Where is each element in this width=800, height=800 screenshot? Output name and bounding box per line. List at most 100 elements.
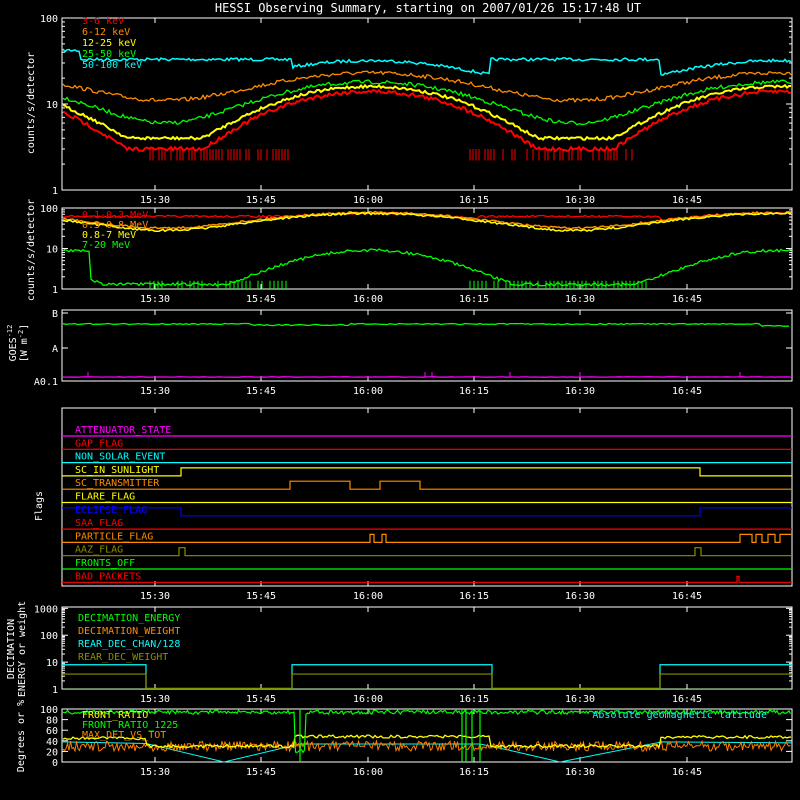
panel-5-legend-1: DECIMATION_WEIGHT: [78, 626, 180, 637]
panel-2-xtick-label: 15:30: [140, 294, 170, 305]
panel-5-xtick-label: 16:15: [459, 694, 489, 705]
series-50-100kev-line: [62, 48, 792, 77]
panel-6-ytick-label: 20: [46, 747, 58, 758]
goes-ylabel-1: GOES: [8, 337, 19, 361]
panel-6-xtick-label: 16:15: [459, 767, 489, 778]
panel-6-ytick-label: 60: [46, 726, 58, 737]
panel-3-xtick-label: 16:00: [353, 386, 383, 397]
rear-dec-weight-line: [62, 673, 792, 690]
panel-4-xtick-label: 16:00: [353, 591, 383, 602]
panel-3-ytick-label: B: [52, 309, 58, 320]
panel-6-ytick-label: 80: [46, 716, 58, 727]
flag-label-2: NON_SOLAR_EVENT: [75, 452, 165, 463]
series-12-25kev-line: [62, 83, 791, 141]
panel-2-xtick-label: 16:45: [672, 294, 702, 305]
panel-6-frame: [61, 708, 793, 763]
panel-2-ytick-label: 1: [52, 285, 58, 296]
panel-3-xtick-label: 15:45: [246, 386, 276, 397]
panel-5-xtick-label: 15:30: [140, 694, 170, 705]
panel-1-ytick-label: 10: [46, 100, 58, 111]
panel-1-legend-2: 12-25 keV: [82, 38, 136, 49]
panel-1-xtick-label: 16:00: [353, 195, 383, 206]
panel-1-frame: [61, 17, 793, 191]
flag-label-9: AAZ_FLAG: [75, 545, 123, 556]
flag-line-11: [62, 575, 792, 583]
panel-5-legend-0: DECIMATION_ENERGY: [78, 613, 180, 624]
panel-1-xtick-label: 16:45: [672, 195, 702, 206]
goes-ylabel-2: [W m: [19, 338, 30, 362]
panel-3-ytick-label: A0.1: [34, 377, 58, 388]
panel-1-ylabel: counts/s/detector: [26, 52, 37, 154]
panel-5-decimation: DECIMATION ENERGY or weight 15:30 15:45 16…: [6, 601, 793, 705]
max-det-vs-tot-line: [62, 739, 791, 753]
panel-5-xtick-label: 16:30: [565, 694, 595, 705]
panel-3-xtick-label: 16:45: [672, 386, 702, 397]
panel-2-legend-2: 0.8-7 MeV: [82, 230, 136, 241]
panel-5-xtick-label: 15:45: [246, 694, 276, 705]
panel-6-xtick-label: 16:30: [565, 767, 595, 778]
panel-2-high-energy: counts/s/detector 15:30 15:45 16:00 16:15 16…: [26, 199, 793, 305]
panel-6-xtick-label: 16:00: [353, 767, 383, 778]
panel-4-xtick-label: 15:45: [246, 591, 276, 602]
panel-5-legend-3: REAR_DEC_WEIGHT: [78, 652, 168, 663]
panel-2-ytick-label: 100: [40, 204, 58, 215]
panel-1-ytick-label: 1: [52, 186, 58, 197]
panel-5-ytick-label: 100: [40, 631, 58, 642]
panel-2-legend-0: 0.1-0.3 MeV: [82, 210, 148, 221]
panel-1-legend-1: 6-12 keV: [82, 27, 130, 38]
panel-1-xtick-label: 15:30: [140, 195, 170, 206]
panel-4-xtick-label: 16:30: [565, 591, 595, 602]
series-0.3-0.8mev-line: [62, 210, 792, 230]
panel-6-xtick-label: 15:45: [246, 767, 276, 778]
panel-6-legend-2: MAX_DET_VS_TOT: [82, 730, 166, 741]
goes-ylabel-sup2: ]: [19, 324, 30, 330]
goes-ylabel-sub: -12: [6, 325, 14, 338]
flag-label-3: SC_IN_SUNLIGHT: [75, 465, 159, 476]
panel-6-legend-0: FRONT_RATIO: [82, 710, 148, 721]
panel-4-flags: Flags 15:30 15:45 16:00 16:15 16:30 16:45 ATTE…: [34, 407, 793, 602]
panel-2-ylabel: counts/s/detector: [26, 199, 37, 301]
flag-label-1: GAP_FLAG: [75, 438, 123, 449]
flag-label-10: FRONTS_OFF: [75, 558, 135, 569]
flag-label-6: ECLIPSE_FLAG: [75, 505, 147, 516]
plot-title: HESSI Observing Summary, starting on 200…: [215, 1, 641, 15]
series-0.8-7mev-line: [62, 211, 792, 233]
panel-5-ylabel-2: ENERGY or weight: [17, 601, 28, 697]
panel-6-ytick-label: 40: [46, 737, 58, 748]
panel-6-legend-3: Absolute geomagnetic latitude: [592, 710, 767, 721]
panel-2-xtick-label: 15:45: [246, 294, 276, 305]
flag-line-3: [62, 467, 792, 477]
panel-6-ytick-label: 100: [40, 705, 58, 716]
flag-label-7: SAA_FLAG: [75, 518, 123, 529]
panel-1-legend-0: 3-6 keV: [82, 16, 124, 27]
panel-2-xtick-label: 16:30: [565, 294, 595, 305]
panel-1-legend-3: 25-50 keV: [82, 49, 136, 60]
svg-text:[W m-2]: [W m-2]: [17, 324, 30, 363]
flag-label-5: FLARE_FLAG: [75, 492, 135, 503]
flag-label-0: ATTENUATOR_STATE: [75, 425, 171, 436]
panel-4-xtick-label: 16:45: [672, 591, 702, 602]
panel-1-legend-4: 50-100 keV: [82, 60, 142, 71]
panel-4-frame: [61, 407, 793, 587]
panel-5-legend-2: REAR_DEC_CHAN/128: [78, 639, 180, 650]
panel-5-xtick-label: 16:00: [353, 694, 383, 705]
panel-6-legend-1: FRONT_RATIO_1225: [82, 720, 178, 731]
panel-1-xtick-label: 16:15: [459, 195, 489, 206]
panel-2-legend-3: 7-20 MeV: [82, 240, 130, 251]
panel-1-low-energy: counts/s/detector 15:30 15:45 16:00 16:15 16…: [26, 14, 793, 206]
panel-5-ylabel-1: DECIMATION: [6, 619, 17, 679]
panel-3-goes: GOES-12 [W m-2] 15:30 15:45 16:00 16:15 16:3…: [6, 309, 793, 397]
panel-4-xtick-label: 15:30: [140, 591, 170, 602]
front-ratio-1225-line: [62, 708, 792, 754]
series-25-50kev-line: [62, 79, 792, 126]
panel-5-ytick-label: 1000: [34, 604, 58, 615]
panel-6-ratios: Degrees or % 15:30 15:45 16:00 16:15 16:30 16…: [16, 700, 793, 778]
panel-4-ylabel: Flags: [34, 491, 45, 521]
flag-line-4: [62, 480, 792, 490]
panel-6-ylabel: Degrees or %: [16, 700, 27, 772]
panel-3-frame: [61, 309, 793, 382]
panel-1-xtick-label: 15:45: [246, 195, 276, 206]
panel-2-xtick-label: 16:00: [353, 294, 383, 305]
